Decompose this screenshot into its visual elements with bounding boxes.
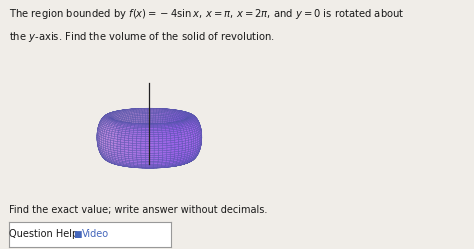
Text: Video: Video bbox=[82, 229, 109, 239]
Text: Question Help:: Question Help: bbox=[9, 229, 82, 239]
Text: the $y$-axis. Find the volume of the solid of revolution.: the $y$-axis. Find the volume of the sol… bbox=[9, 30, 275, 44]
Text: Find the exact value; write answer without decimals.: Find the exact value; write answer witho… bbox=[9, 205, 268, 215]
Text: ■: ■ bbox=[73, 230, 82, 239]
Text: The region bounded by $f(x) = -4\sin x,\, x = \pi,\, x = 2\pi$, and $y = 0$ is r: The region bounded by $f(x) = -4\sin x,\… bbox=[9, 7, 405, 21]
